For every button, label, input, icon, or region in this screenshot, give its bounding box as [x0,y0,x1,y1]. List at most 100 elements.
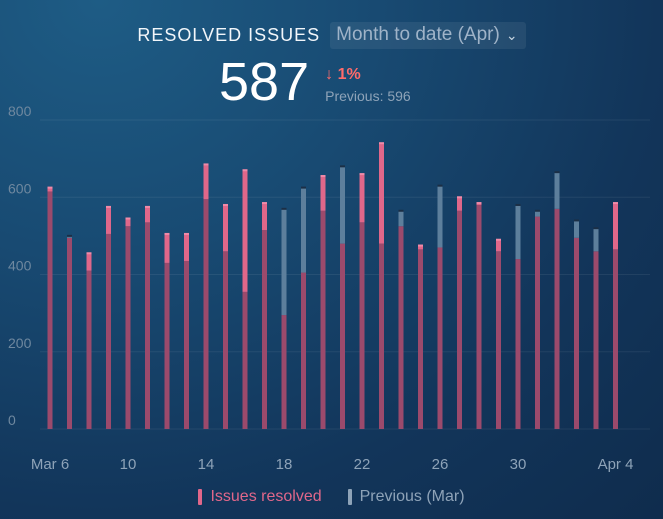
bar-current [613,203,618,250]
y-tick-label: 0 [8,412,16,428]
bar-cap [320,175,326,178]
bar-cap [437,184,443,187]
x-tick-label: 30 [510,456,527,473]
bar-overlap [223,251,228,429]
y-tick-label: 600 [8,180,32,196]
x-tick-label: Apr 4 [598,456,634,473]
bar-cap [223,203,228,206]
bar-overlap [359,222,365,429]
bar-overlap [457,210,462,429]
arrow-down-icon: ↓ [325,66,334,83]
bar-cap [359,173,365,176]
bar-cap [418,244,423,247]
bar-current [125,218,131,227]
bar-current [203,164,209,200]
delta: ↓ 1% [325,66,411,84]
bar-overlap [613,249,618,429]
bar-cap [340,165,345,168]
bar-overlap [301,272,306,429]
bar-overlap [535,216,540,429]
legend-label-current: Issues resolved [210,488,322,505]
bar-overlap [86,270,92,429]
bar-overlap [164,262,170,429]
delta-value: 1% [337,66,361,83]
bar-current [145,206,150,223]
date-range-dropdown[interactable]: Month to date (Apr) ⌄ [330,22,526,49]
x-tick-label: Mar 6 [31,456,69,473]
bar-overlap [340,243,345,429]
bar-cap [242,169,248,172]
bar-cap [86,252,92,255]
bar-overlap [476,204,482,429]
bar-overlap [574,237,579,429]
bar-current [164,233,170,263]
legend-item-current[interactable]: Issues resolved [198,488,322,506]
bar-previous [301,187,306,273]
bar-current [262,203,267,231]
bar-cap [613,202,618,205]
chart-title: RESOLVED ISSUES [137,25,321,45]
legend-label-previous: Previous (Mar) [359,488,465,505]
chevron-down-icon: ⌄ [505,26,518,43]
bar-cap [496,238,501,241]
bar-overlap [145,222,150,429]
bar-previous [535,210,540,217]
bar-current [106,206,111,234]
bar-overlap [593,251,599,429]
bar-current [457,197,462,211]
bar-overlap [515,259,521,429]
bar-cap [593,227,599,230]
bar-cap [145,205,150,208]
bar-overlap [554,208,560,429]
y-tick-label: 800 [8,103,32,119]
bar-cap [184,232,189,235]
bar-current [418,245,423,250]
bar-overlap [281,315,287,429]
bar-current [223,204,228,252]
legend: Issues resolved Previous (Mar) [0,488,663,506]
bar-previous [554,172,560,209]
chart-header: RESOLVED ISSUES Month to date (Apr) ⌄ [0,22,663,49]
legend-swatch-current [198,489,203,505]
bar-cap [574,219,579,222]
bar-cap [67,234,72,237]
delta-box: ↓ 1% Previous: 596 [325,66,411,104]
bar-current [184,233,189,261]
bar-overlap [496,251,501,429]
bar-cap [281,207,287,210]
bar-cap [301,186,306,189]
bar-previous [593,228,599,252]
legend-item-previous[interactable]: Previous (Mar) [347,488,465,506]
x-tick-label: 26 [432,456,449,473]
bar-current [496,239,501,252]
bar-chart: 0 200 400 600 800 Mar 6 10 14 18 22 26 30 Apr 4 [8,103,634,473]
x-tick-label: 22 [354,456,371,473]
bar-cap [262,202,267,205]
title-row: RESOLVED ISSUES Month to date (Apr) ⌄ [0,22,663,49]
bar-current [359,174,365,223]
bar-overlap [203,199,209,429]
bar-overlap [437,247,443,429]
x-tick-label: 18 [276,456,293,473]
bar-overlap [47,191,53,429]
bar-cap [47,186,53,189]
bar-cap [554,171,560,174]
bar-previous [515,204,521,260]
x-tick-label: 10 [120,456,137,473]
bar-cap [379,142,384,145]
bar-overlap [184,260,189,429]
bar-overlap [67,237,72,429]
y-tick-label: 400 [8,258,32,274]
kpi-value-row: 587 ↓ 1% Previous: 596 [219,52,411,112]
bar-current [242,170,248,292]
x-tick-label: 14 [198,456,215,473]
bar-previous [437,185,443,248]
previous-value: Previous: 596 [325,88,411,104]
kpi-value: 587 [219,52,310,112]
bar-overlap [106,233,111,429]
legend-swatch-previous [347,489,352,505]
bar-overlap [379,243,384,429]
bar-overlap [398,226,404,429]
bar-current [379,143,384,244]
bar-overlap [242,291,248,429]
